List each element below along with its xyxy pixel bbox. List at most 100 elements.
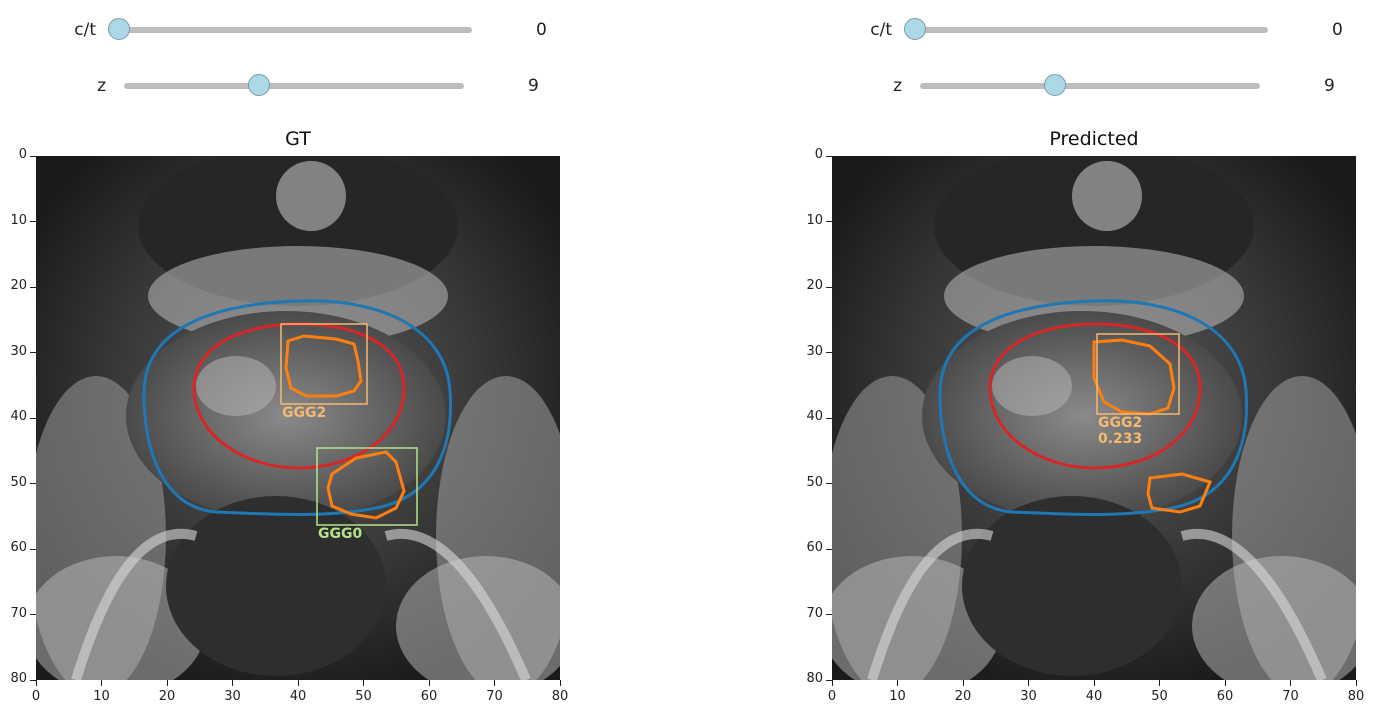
y-tick-label: 80 xyxy=(10,671,27,686)
x-tick xyxy=(297,680,299,686)
z-slider-handle[interactable] xyxy=(248,74,270,96)
plot-title: Predicted xyxy=(1049,128,1139,150)
x-tick xyxy=(1355,680,1357,686)
x-tick-label: 0 xyxy=(31,689,41,704)
mri-image: GGG2 GGG0 xyxy=(36,156,560,680)
x-tick-label: 30 xyxy=(1020,689,1037,704)
ct-slider-handle[interactable] xyxy=(108,18,130,40)
y-tick xyxy=(30,483,36,484)
z-slider-label: z xyxy=(97,76,106,96)
x-tick xyxy=(1028,680,1029,686)
x-tick xyxy=(166,680,168,686)
box-label: GGG2 xyxy=(1098,415,1142,431)
x-tick-label: 70 xyxy=(486,689,503,704)
y-tick xyxy=(826,614,832,615)
z-slider-row: z 9 xyxy=(796,70,1356,100)
ct-slider-value: 0 xyxy=(536,20,547,40)
x-tick xyxy=(428,680,430,686)
mri-image: GGG2 0.233 xyxy=(832,156,1356,680)
y-tick xyxy=(30,614,36,615)
z-slider-row: z 9 xyxy=(0,70,560,100)
x-tick xyxy=(1224,680,1226,686)
y-tick-label: 60 xyxy=(806,540,823,555)
y-tick xyxy=(826,417,832,419)
y-tick-label: 0 xyxy=(18,147,27,162)
z-slider-track[interactable] xyxy=(124,83,464,89)
box-score: 0.233 xyxy=(1098,431,1142,447)
mri-image-axes: GGG2 GGG0 xyxy=(36,156,560,680)
x-tick xyxy=(35,680,37,686)
x-tick xyxy=(1159,680,1160,686)
y-tick xyxy=(30,221,36,222)
y-tick-label: 70 xyxy=(806,605,823,621)
ct-slider-label: c/t xyxy=(74,20,96,40)
x-tick xyxy=(1290,680,1291,686)
ct-slider-track[interactable] xyxy=(908,27,1268,33)
y-tick-label: 60 xyxy=(10,540,27,555)
x-tick-label: 80 xyxy=(551,689,569,704)
x-tick xyxy=(559,680,561,686)
ct-slider-row: c/t 0 xyxy=(0,14,560,44)
y-tick-label: 50 xyxy=(806,474,823,490)
z-slider-track[interactable] xyxy=(920,83,1260,89)
y-tick xyxy=(30,352,36,353)
plot-title: GT xyxy=(285,128,311,150)
x-tick xyxy=(101,680,102,686)
x-tick-label: 40 xyxy=(1085,689,1103,704)
ct-slider-label: c/t xyxy=(870,20,892,40)
y-tick xyxy=(826,352,832,353)
y-tick xyxy=(826,221,832,222)
y-tick-label: 20 xyxy=(806,278,823,293)
x-tick-label: 50 xyxy=(355,689,372,704)
y-tick xyxy=(30,286,36,288)
z-slider-value: 9 xyxy=(528,76,539,96)
x-tick-label: 40 xyxy=(289,689,307,704)
ct-slider-value: 0 xyxy=(1332,20,1343,40)
z-slider-handle[interactable] xyxy=(1044,74,1066,96)
y-tick-label: 10 xyxy=(806,212,823,228)
y-tick-label: 10 xyxy=(10,212,27,228)
x-tick-label: 60 xyxy=(1216,689,1234,704)
y-tick-label: 40 xyxy=(806,409,823,424)
ct-slider-track[interactable] xyxy=(112,27,472,33)
x-tick xyxy=(831,680,833,686)
x-tick-label: 10 xyxy=(889,689,906,704)
y-tick xyxy=(30,548,36,550)
y-tick-label: 20 xyxy=(10,278,27,293)
y-tick-label: 30 xyxy=(806,343,823,359)
x-tick-label: 30 xyxy=(224,689,241,704)
box-label: GGG2 xyxy=(282,405,326,421)
y-tick xyxy=(30,679,36,681)
x-tick xyxy=(232,680,233,686)
x-tick xyxy=(494,680,495,686)
y-tick xyxy=(826,483,832,484)
y-tick-label: 0 xyxy=(814,147,823,162)
y-tick xyxy=(826,679,832,681)
x-tick xyxy=(962,680,964,686)
x-tick-label: 10 xyxy=(93,689,110,704)
y-tick xyxy=(30,155,36,157)
y-tick-label: 40 xyxy=(10,409,27,424)
y-tick xyxy=(30,417,36,419)
x-tick-label: 60 xyxy=(420,689,438,704)
ct-slider-handle[interactable] xyxy=(904,18,926,40)
x-tick-label: 0 xyxy=(827,689,837,704)
predicted-panel: c/t 0 z 9 Predicted xyxy=(796,0,1374,714)
x-tick xyxy=(1093,680,1095,686)
y-tick xyxy=(826,548,832,550)
mri-image-axes: GGG2 0.233 xyxy=(832,156,1356,680)
y-tick-label: 30 xyxy=(10,343,27,359)
x-tick xyxy=(897,680,898,686)
gt-panel: c/t 0 z 9 GT xyxy=(0,0,680,714)
z-slider-label: z xyxy=(893,76,902,96)
ct-slider-row: c/t 0 xyxy=(796,14,1356,44)
x-tick xyxy=(363,680,364,686)
y-tick xyxy=(826,286,832,288)
y-tick-label: 50 xyxy=(10,474,27,490)
y-tick xyxy=(826,155,832,157)
x-tick-label: 80 xyxy=(1347,689,1365,704)
y-tick-label: 70 xyxy=(10,605,27,621)
x-tick-label: 20 xyxy=(158,689,176,704)
x-tick-label: 50 xyxy=(1151,689,1168,704)
box-label: GGG0 xyxy=(318,526,362,542)
